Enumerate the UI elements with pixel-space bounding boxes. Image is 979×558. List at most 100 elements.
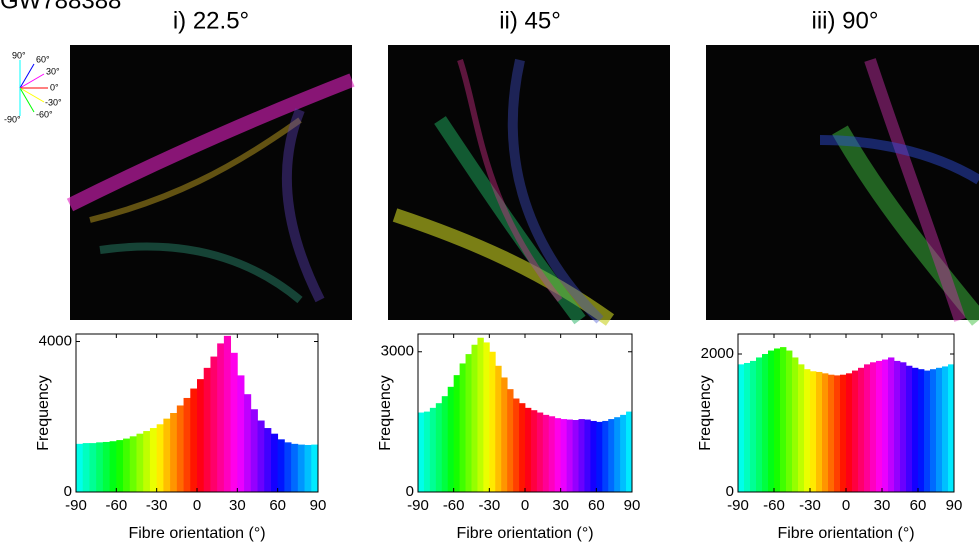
chart-title: i) 22.5° xyxy=(173,7,249,34)
x-tick-label: 30 xyxy=(552,497,569,514)
histogram-bar xyxy=(513,398,520,492)
histogram-bar xyxy=(311,444,319,492)
histogram-bar xyxy=(525,407,532,492)
x-axis-label: Fibre orientation (°) xyxy=(128,525,265,542)
y-tick-label: 2000 xyxy=(701,345,734,362)
histogram-bar xyxy=(471,344,478,492)
figure-label: GW788388 xyxy=(0,0,121,14)
legend-ray xyxy=(19,73,45,89)
x-tick-label: 0 xyxy=(842,497,850,514)
x-axis-label: Fibre orientation (°) xyxy=(456,525,593,542)
histogram-bar xyxy=(810,371,817,492)
histogram-bar xyxy=(768,350,775,492)
histogram-bar xyxy=(304,444,312,492)
histogram-bar xyxy=(804,369,811,492)
histogram-bar xyxy=(418,412,425,492)
histogram-bar xyxy=(82,443,90,492)
histogram-bar xyxy=(602,420,609,492)
x-tick-label: 90 xyxy=(946,497,963,514)
histogram-bar xyxy=(116,440,124,492)
y-tick-label: 0 xyxy=(64,483,72,500)
histogram-bar xyxy=(507,389,514,492)
legend-ray xyxy=(19,87,45,103)
x-tick-label: 60 xyxy=(910,497,927,514)
x-tick-label: -60 xyxy=(105,497,127,514)
y-tick-label: 0 xyxy=(406,483,414,500)
x-tick-label: -30 xyxy=(478,497,500,514)
histogram-bar xyxy=(894,360,901,492)
x-tick-label: 90 xyxy=(310,497,327,514)
legend-label: 90° xyxy=(12,50,26,60)
histogram-bar xyxy=(495,365,502,492)
histogram-bar xyxy=(297,444,305,492)
histogram-bar xyxy=(578,419,585,492)
histogram-bar xyxy=(596,421,603,492)
histogram-bar xyxy=(798,364,805,492)
histogram-bar xyxy=(834,375,841,492)
y-tick-label: 3000 xyxy=(381,343,414,360)
histogram-bar xyxy=(156,424,164,492)
x-tick-label: -90 xyxy=(65,497,87,514)
x-tick-label: -30 xyxy=(146,497,168,514)
histogram-bar xyxy=(237,375,245,492)
histogram-bar xyxy=(136,433,144,492)
histogram-bar xyxy=(620,414,627,492)
histogram-bar xyxy=(519,403,526,492)
histogram-bar xyxy=(244,394,252,492)
histogram-bar xyxy=(217,343,225,492)
histogram-bar xyxy=(626,411,633,492)
histogram-bar xyxy=(435,403,443,492)
histogram-bar xyxy=(918,369,925,492)
histogram-bar xyxy=(176,405,184,492)
histogram-bar xyxy=(756,357,763,492)
x-tick-label: -90 xyxy=(727,497,749,514)
histogram-bar xyxy=(542,414,550,492)
histogram-bar xyxy=(223,335,232,492)
x-tick-label: -60 xyxy=(763,497,785,514)
histogram-bar xyxy=(459,363,466,492)
histogram-bar xyxy=(76,443,84,492)
histogram-bar xyxy=(614,417,621,492)
y-axis-label: Frequency xyxy=(697,375,714,451)
histogram-bar xyxy=(852,370,859,492)
histogram-bar xyxy=(744,362,751,492)
histogram-bar xyxy=(183,397,191,492)
histogram-bar xyxy=(936,367,943,492)
y-axis-label: Frequency xyxy=(35,375,52,451)
histogram-bar xyxy=(750,360,757,492)
histogram-bar xyxy=(501,377,508,492)
histogram-bar xyxy=(608,419,615,492)
histogram-bar xyxy=(816,371,823,492)
legend-label: -90° xyxy=(4,114,21,124)
histogram-bar xyxy=(447,386,455,492)
histogram-bar xyxy=(786,350,793,492)
image-panel xyxy=(706,45,979,326)
histogram-bar xyxy=(423,411,431,492)
image-panel xyxy=(66,45,355,320)
histogram-bar xyxy=(864,364,871,492)
histogram-bar xyxy=(590,420,597,492)
histogram-bar xyxy=(89,443,97,492)
histogram-bar xyxy=(129,436,137,492)
histogram-bar xyxy=(572,420,579,492)
histogram-bar xyxy=(190,388,198,492)
histogram-bar xyxy=(477,337,484,492)
histogram-bar xyxy=(250,409,258,492)
histogram-bar xyxy=(453,375,461,492)
histogram-bar xyxy=(942,366,949,492)
chart-title: ii) 45° xyxy=(499,7,561,34)
histogram-bar xyxy=(270,433,279,492)
histogram-bar xyxy=(483,342,490,492)
legend-ray xyxy=(19,63,35,89)
x-tick-label: 60 xyxy=(269,497,286,514)
histogram-bar xyxy=(143,431,151,492)
histogram-bar xyxy=(738,364,745,492)
x-tick-label: 30 xyxy=(874,497,891,514)
histogram-bar xyxy=(429,407,437,492)
histogram-bar xyxy=(109,441,117,492)
histogram-bar xyxy=(197,379,205,492)
histogram-bar xyxy=(123,438,131,492)
histogram-bar xyxy=(489,351,496,492)
histogram-bar xyxy=(870,362,877,492)
x-tick-label: 0 xyxy=(193,497,201,514)
